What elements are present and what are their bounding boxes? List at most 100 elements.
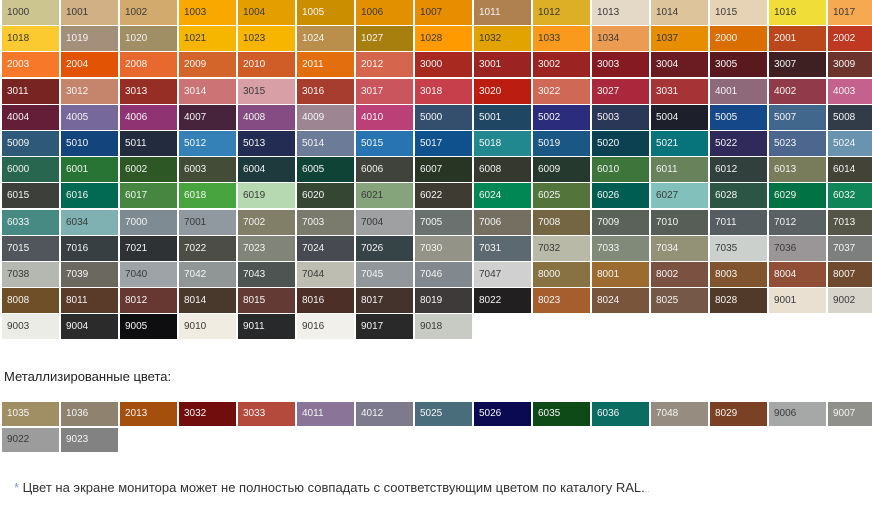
ral-swatch-3017: 3017	[356, 78, 413, 104]
main-row: 3011 3012 3013 3014 3015 3016 3017 3018 3020 3022…	[0, 78, 872, 105]
main-row: 7038 7039 7040 7042 7043 7044 7045 7046 7047 8000…	[0, 262, 872, 288]
ral-swatch-7036: 7036	[769, 235, 826, 261]
metallic-colors-heading: Металлизированные цвета:	[4, 369, 172, 384]
ral-swatch-7035: 7035	[710, 235, 767, 261]
ral-swatch-6032: 6032	[828, 183, 872, 209]
ral-swatch-8011: 8011	[61, 288, 118, 314]
ral-swatch-7033: 7033	[592, 235, 649, 261]
ral-swatch-6003: 6003	[179, 157, 236, 183]
ral-swatch-7045: 7045	[356, 262, 413, 287]
ral-swatch-7021: 7021	[120, 235, 177, 261]
ral-swatch-1020: 1020	[120, 26, 177, 52]
ral-swatch-6000: 6000	[2, 157, 59, 183]
ral-swatch-4011: 4011	[297, 402, 354, 426]
ral-swatch-1019: 1019	[61, 26, 118, 52]
ral-swatch-2003: 2003	[2, 52, 59, 78]
ral-swatch-5015: 5015	[356, 131, 413, 156]
metal-row: 9022 9023	[0, 428, 872, 452]
ral-swatch-5007: 5007	[769, 104, 826, 130]
ral-swatch-1006: 1006	[356, 0, 413, 25]
ral-swatch-7038: 7038	[2, 262, 59, 287]
ral-swatch-7023: 7023	[238, 235, 295, 261]
ral-swatch-8007: 8007	[828, 262, 872, 287]
ral-swatch-8025: 8025	[651, 288, 708, 314]
ral-swatch-6001: 6001	[61, 157, 118, 183]
ral-swatch-2000: 2000	[710, 26, 767, 52]
ral-swatch-6018: 6018	[179, 183, 236, 209]
ral-swatch-7016: 7016	[61, 235, 118, 261]
ral-swatch-6021: 6021	[356, 183, 413, 209]
ral-swatch-6007: 6007	[415, 157, 472, 183]
ral-swatch-5014: 5014	[297, 131, 354, 156]
ral-swatch-2002: 2002	[828, 26, 872, 52]
ral-swatch-6002: 6002	[120, 157, 177, 183]
ral-swatch-4012: 4012	[356, 402, 413, 426]
ral-swatch-7034: 7034	[651, 235, 708, 261]
ral-swatch-7032: 7032	[533, 235, 590, 261]
ral-swatch-1007: 1007	[415, 0, 472, 25]
ral-swatch-7015: 7015	[2, 235, 59, 261]
ral-swatch-4010: 4010	[356, 104, 413, 130]
ral-swatch-1001: 1001	[61, 0, 118, 25]
ral-swatch-7039: 7039	[61, 262, 118, 287]
ral-swatch-2013: 2013	[120, 402, 177, 426]
ral-swatch-9010: 9010	[179, 314, 236, 340]
ral-swatch-1023: 1023	[238, 26, 295, 52]
ral-swatch-6034: 6034	[61, 209, 118, 235]
ral-swatch-2008: 2008	[120, 52, 177, 78]
ral-swatch-7040: 7040	[120, 262, 177, 287]
ral-swatch-2010: 2010	[238, 52, 295, 78]
ral-swatch-5022: 5022	[710, 131, 767, 156]
ral-swatch-6004: 6004	[238, 157, 295, 183]
main-row: 8008 8011 8012 8014 8015 8016 8017 8019 8022 8023…	[0, 288, 872, 314]
ral-swatch-7010: 7010	[651, 209, 708, 235]
ral-swatch-7030: 7030	[415, 235, 472, 261]
ral-swatch-1018: 1018	[2, 26, 59, 52]
ral-swatch-1035: 1035	[2, 402, 59, 426]
ral-swatch-7046: 7046	[415, 262, 472, 287]
main-row: 7015 7016 7021 7022 7023 7024 7026 7030 7031 7032…	[0, 235, 872, 262]
main-row: 6033 6034 7000 7001 7002 7003 7004 7005 7006 7008…	[0, 209, 872, 236]
ral-swatch-3033: 3033	[238, 402, 295, 426]
ral-swatch-8019: 8019	[415, 288, 472, 314]
ral-swatch-1000: 1000	[2, 0, 59, 25]
ral-swatch-5019: 5019	[533, 131, 590, 156]
ral-swatch-5026: 5026	[474, 402, 531, 426]
ral-swatch-9011: 9011	[238, 314, 295, 340]
ral-swatch-7004: 7004	[356, 209, 413, 235]
ral-swatch-4005: 4005	[61, 104, 118, 130]
ral-swatch-6025: 6025	[533, 183, 590, 209]
ral-swatch-6026: 6026	[592, 183, 649, 209]
ral-swatch-1011: 1011	[474, 0, 531, 25]
ral-swatch-3011: 3011	[2, 78, 59, 104]
ral-swatch-1034: 1034	[592, 26, 649, 52]
ral-swatch-5010: 5010	[61, 131, 118, 156]
ral-swatch-7022: 7022	[179, 235, 236, 261]
ral-swatch-8012: 8012	[120, 288, 177, 314]
ral-swatch-1036: 1036	[61, 402, 118, 426]
ral-swatch-8001: 8001	[592, 262, 649, 287]
ral-swatch-7005: 7005	[415, 209, 472, 235]
ral-swatch-3022: 3022	[533, 78, 590, 104]
ral-swatch-7008: 7008	[533, 209, 590, 235]
ral-swatch-5002: 5002	[533, 104, 590, 130]
ral-swatch-5025: 5025	[415, 402, 472, 426]
ral-swatch-4004: 4004	[2, 104, 59, 130]
ral-swatch-3013: 3013	[120, 78, 177, 104]
ral-swatch-8029: 8029	[710, 402, 767, 426]
main-row: 1018 1019 1020 1021 1023 1024 1027 1028 1032 1033…	[0, 26, 872, 52]
main-row: 9003 9004 9005 9010 9011 9016 9017 9018	[0, 314, 872, 340]
ral-swatch-7043: 7043	[238, 262, 295, 287]
ral-swatch-7002: 7002	[238, 209, 295, 235]
ral-swatch-1014: 1014	[651, 0, 708, 25]
ral-swatch-8024: 8024	[592, 288, 649, 314]
ral-swatch-8023: 8023	[533, 288, 590, 314]
ral-swatch-1002: 1002	[120, 0, 177, 25]
main-row: 5009 5010 5011 5012 5013 5014 5015 5017 5018 5019…	[0, 131, 872, 157]
ral-swatch-8016: 8016	[297, 288, 354, 314]
ral-swatch-7001: 7001	[179, 209, 236, 235]
disclaimer-footnote: * Цвет на экране монитора может не полно…	[14, 480, 650, 495]
main-row: 1000 1001 1002 1003 1004 1005 1006 1007 1011 1012…	[0, 0, 872, 26]
ral-swatch-6016: 6016	[61, 183, 118, 209]
ral-swatch-6028: 6028	[710, 183, 767, 209]
